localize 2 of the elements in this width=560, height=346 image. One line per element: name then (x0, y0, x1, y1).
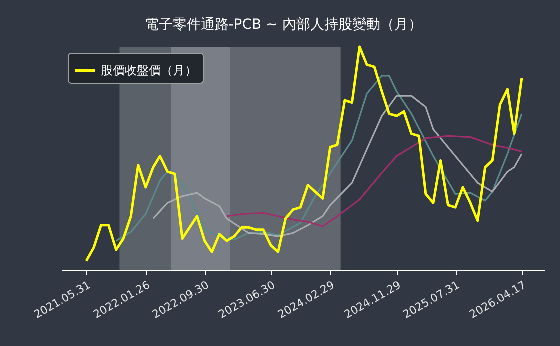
legend-label: 股價收盤價（月） (101, 64, 197, 78)
chart-title: 電子零件通路-PCB ~ 內部人持股變動（月） (144, 16, 422, 33)
